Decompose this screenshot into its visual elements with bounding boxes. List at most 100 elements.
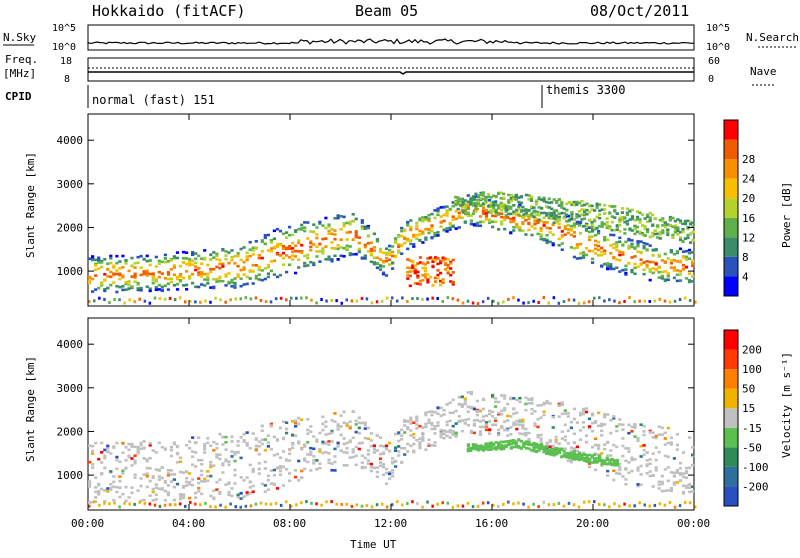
echo-cell <box>166 273 170 276</box>
y-tick-label: 2000 <box>57 221 84 234</box>
echo-cell <box>433 259 438 262</box>
echo-cell <box>200 257 204 260</box>
y-tick-label: 4000 <box>57 338 84 351</box>
echo-cell <box>653 217 657 220</box>
echo-cell <box>212 449 216 452</box>
echo-cell <box>236 440 240 443</box>
echo-cell <box>406 266 410 269</box>
echo-cell <box>436 208 440 211</box>
echo-cell <box>577 454 582 457</box>
echo-cell <box>449 262 453 265</box>
echo-cell <box>278 426 283 430</box>
echo-cell <box>130 442 134 446</box>
echo-cell <box>591 421 595 425</box>
echo-cell <box>411 269 415 273</box>
near-range-cell <box>108 502 111 506</box>
echo-cell <box>200 275 204 278</box>
echo-cell <box>427 410 431 414</box>
echo-cell <box>460 419 464 422</box>
echo-cell <box>609 265 613 269</box>
echo-cell <box>627 471 631 474</box>
echo-cell <box>593 457 597 461</box>
near-range-cell <box>456 298 460 302</box>
echo-cell <box>233 281 237 285</box>
echo-cell <box>312 455 316 458</box>
echo-cell <box>233 255 237 258</box>
echo-cell <box>651 213 655 217</box>
echo-cell <box>489 448 493 451</box>
near-range-cell <box>532 502 535 506</box>
echo-cell <box>572 456 576 459</box>
echo-cell <box>494 446 498 450</box>
echo-cell <box>91 255 95 258</box>
echo-cell <box>324 216 328 220</box>
echo-cell <box>315 438 319 441</box>
near-range-cell <box>608 298 611 302</box>
echo-cell <box>145 459 149 463</box>
echo-cell <box>500 215 504 219</box>
nave-tick-top: 60 <box>708 56 720 67</box>
near-range-cell <box>694 505 697 509</box>
echo-cell <box>221 463 225 467</box>
echo-cell <box>598 457 602 460</box>
echo-cell <box>312 230 316 234</box>
echo-cell <box>481 212 486 215</box>
echo-cell <box>502 206 506 210</box>
echo-cell <box>469 431 473 434</box>
echo-cell <box>157 487 161 491</box>
echo-cell <box>266 265 270 269</box>
echo-cell <box>648 278 652 282</box>
echo-cell <box>639 444 643 448</box>
echo-cell <box>185 270 189 273</box>
echo-cell <box>178 264 183 268</box>
echo-cell <box>88 485 92 488</box>
echo-cell <box>324 425 328 428</box>
echo-cell <box>124 458 128 462</box>
echo-cell <box>412 450 416 454</box>
echo-cell <box>339 449 343 452</box>
echo-cell <box>306 256 310 260</box>
echo-cell <box>303 229 307 233</box>
echo-cell <box>409 228 413 231</box>
echo-cell <box>588 210 592 214</box>
near-range-cell <box>98 503 101 507</box>
near-range-cell <box>123 301 126 305</box>
echo-cell <box>515 208 519 212</box>
echo-cell <box>627 262 631 265</box>
echo-cell <box>507 201 511 204</box>
echo-cell <box>610 462 614 466</box>
echo-cell <box>242 495 246 498</box>
echo-cell <box>97 457 101 461</box>
echo-cell <box>445 423 449 427</box>
echo-cell <box>315 255 319 258</box>
near-range-cell <box>648 300 651 303</box>
echo-cell <box>351 436 355 440</box>
echo-cell <box>639 258 643 261</box>
echo-cell <box>206 437 210 440</box>
echo-cell <box>524 396 528 400</box>
echo-cell <box>491 214 495 218</box>
echo-cell <box>497 446 501 450</box>
echo-cell <box>642 268 646 272</box>
echo-cell <box>494 220 498 224</box>
echo-cell <box>357 432 361 435</box>
echo-cell <box>115 458 119 462</box>
echo-cell <box>306 453 310 456</box>
echo-cell <box>121 469 125 473</box>
echo-cell <box>303 254 307 258</box>
echo-cell <box>469 390 473 394</box>
echo-cell <box>97 261 101 264</box>
freq-tick-bottom: 8 <box>64 74 70 85</box>
echo-cell <box>423 269 427 273</box>
echo-cell <box>413 282 417 285</box>
near-range-cell <box>598 296 601 300</box>
echo-cell <box>421 216 425 219</box>
echo-cell <box>285 236 289 239</box>
echo-cell <box>91 463 95 466</box>
echo-cell <box>581 256 586 259</box>
echo-cell <box>127 287 131 291</box>
echo-cell <box>463 199 467 202</box>
echo-cell <box>118 495 122 499</box>
echo-cell <box>315 250 319 253</box>
echo-cell <box>570 201 574 205</box>
